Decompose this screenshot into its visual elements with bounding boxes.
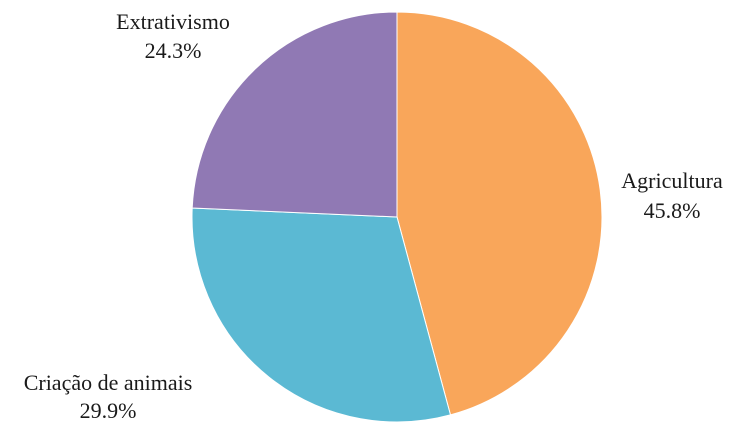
slice-label-agricultura: Agricultura [621, 168, 723, 193]
slice-label-extrativismo: Extrativismo [116, 9, 230, 34]
pie-slices [191, 11, 603, 423]
pie-slice-agricultura [396, 11, 603, 416]
slice-value-agricultura: 45.8% [644, 198, 701, 223]
pie-slice-extrativismo [191, 11, 398, 218]
slice-value-criacao-de-animais: 29.9% [80, 398, 137, 423]
slice-value-extrativismo: 24.3% [145, 38, 202, 63]
slice-label-criacao-de-animais: Criação de animais [24, 370, 193, 395]
pie-slice-criacao-de-animais [191, 207, 452, 423]
